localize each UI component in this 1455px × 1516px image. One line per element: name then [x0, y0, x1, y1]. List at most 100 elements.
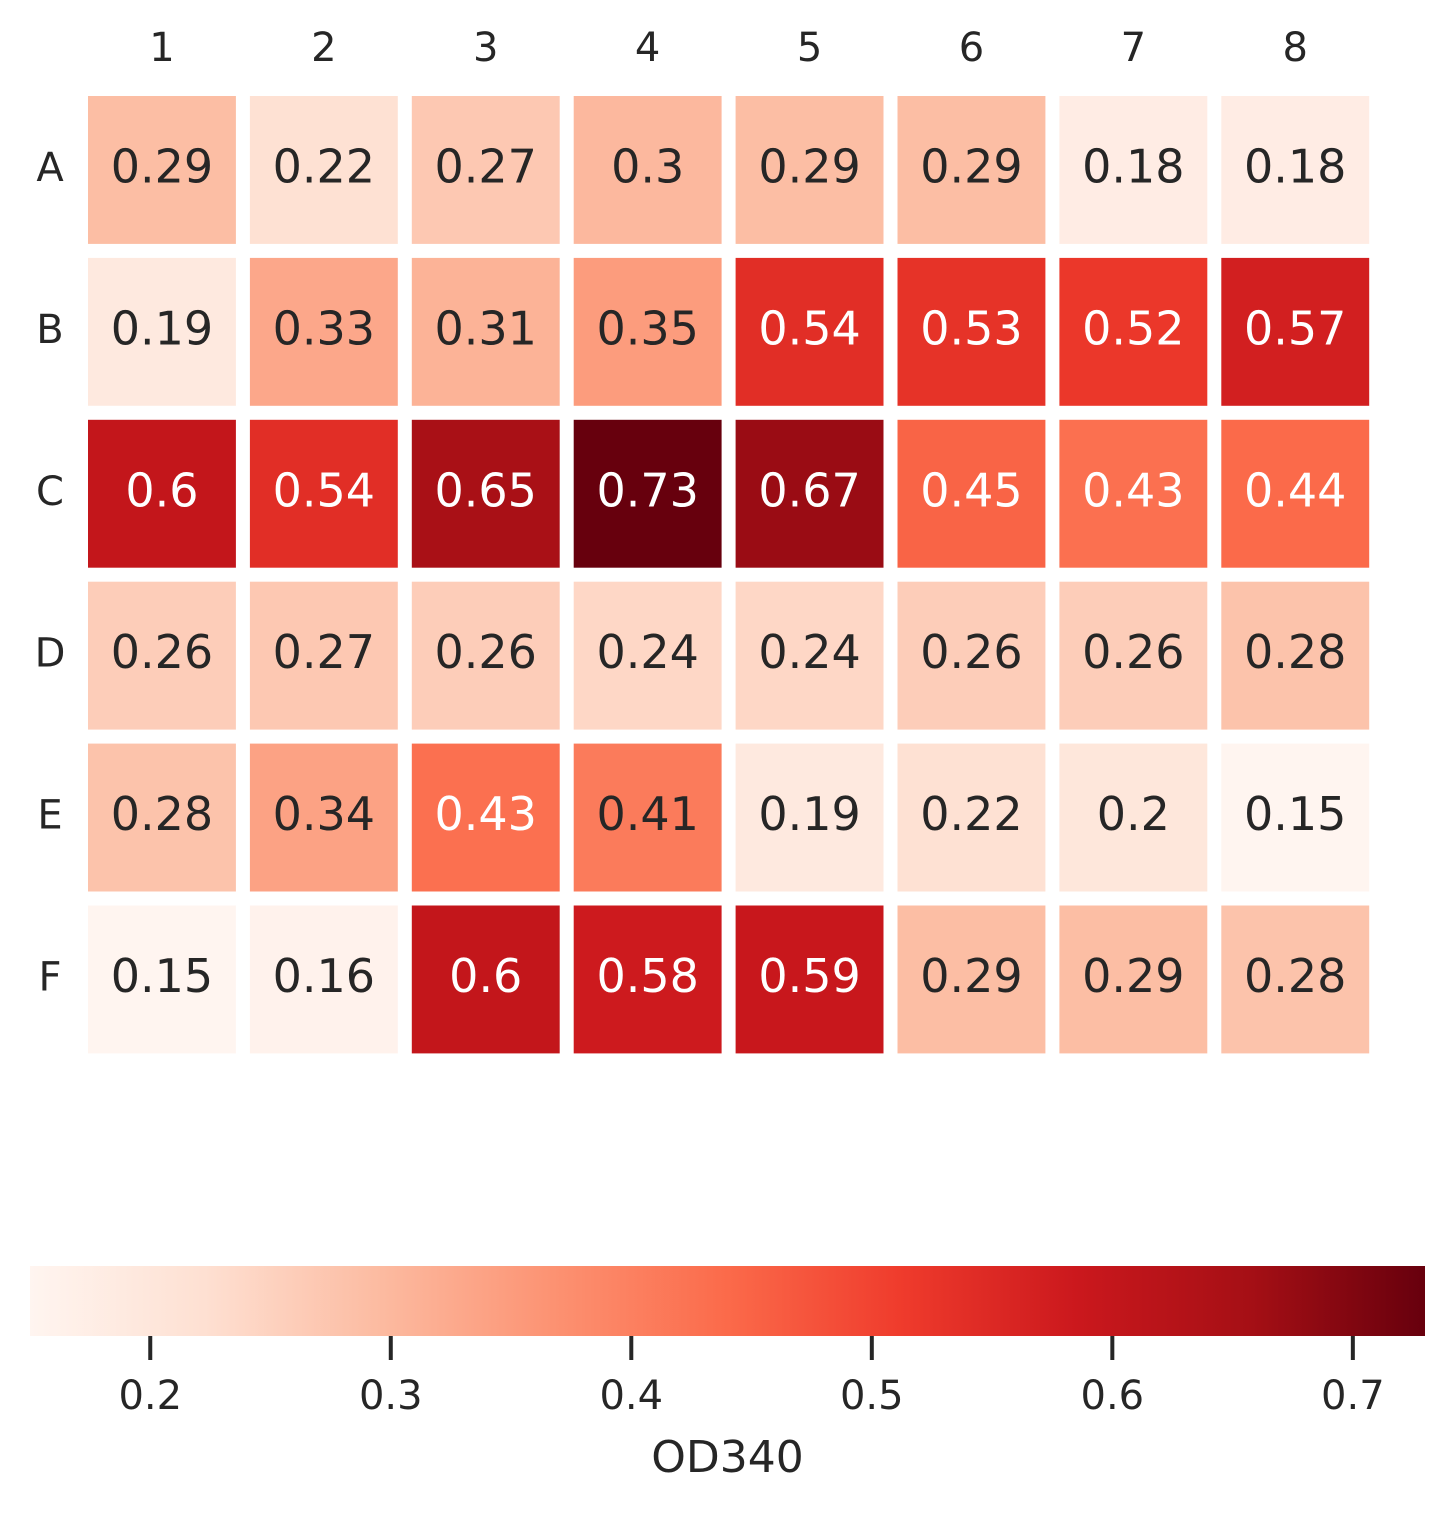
heatmap-cell	[573, 743, 722, 892]
cell-value-label: 0.2	[1097, 787, 1170, 841]
heatmap-cell	[411, 419, 560, 568]
heatmap-cell	[735, 743, 884, 892]
cell-value-label: 0.41	[596, 787, 698, 841]
heatmap-cell	[249, 419, 398, 568]
column-label: 5	[797, 25, 822, 71]
heatmap-cell	[411, 257, 560, 406]
heatmap-cell	[1221, 905, 1370, 1054]
column-label: 2	[311, 25, 336, 71]
heatmap-cell	[88, 743, 236, 892]
cell-value-label: 0.59	[758, 949, 860, 1003]
cell-value-label: 0.73	[596, 463, 698, 517]
heatmap-cell	[1059, 419, 1208, 568]
row-label: C	[36, 469, 64, 515]
heatmap-cell	[249, 905, 398, 1054]
colorbar-ticks: 0.2 0.3 0.4 0.5 0.6 0.7	[118, 1336, 1385, 1419]
cell-value-label: 0.52	[1082, 301, 1184, 355]
heatmap-cell	[1221, 581, 1370, 730]
heatmap-cell	[735, 581, 884, 730]
cell-value-label: 0.15	[1244, 787, 1346, 841]
cell-value-label: 0.65	[435, 463, 537, 517]
heatmap-cell	[411, 743, 560, 892]
cell-value-label: 0.24	[758, 625, 860, 679]
heatmap-cell	[897, 257, 1046, 406]
heatmap-cell	[897, 419, 1046, 568]
cell-value-label: 0.6	[449, 949, 522, 1003]
heatmap-cell	[88, 581, 236, 730]
heatmap-cell	[411, 96, 560, 244]
cell-value-label: 0.29	[758, 139, 860, 193]
heatmap-cell	[573, 96, 722, 244]
heatmap-cell	[735, 257, 884, 406]
colorbar: 0.2 0.3 0.4 0.5 0.6 0.7 OD340	[30, 1266, 1425, 1483]
heatmap-cell	[249, 96, 398, 244]
heatmap-cell	[88, 96, 236, 244]
heatmap-cell	[735, 96, 884, 244]
cell-value-label: 0.28	[1244, 949, 1346, 1003]
colorbar-tick-label: 0.5	[840, 1373, 904, 1419]
cell-value-label: 0.6	[125, 463, 198, 517]
colorbar-tick-label: 0.6	[1081, 1373, 1145, 1419]
cell-value-label: 0.35	[596, 301, 698, 355]
cell-value-label: 0.15	[111, 949, 213, 1003]
row-label: E	[37, 793, 62, 839]
cell-value-label: 0.19	[111, 301, 213, 355]
column-label: 1	[149, 25, 174, 71]
heatmap-cell	[573, 419, 722, 568]
cell-value-label: 0.28	[111, 787, 213, 841]
cell-value-label: 0.26	[920, 625, 1022, 679]
heatmap-cell	[1221, 257, 1370, 406]
cell-value-label: 0.22	[920, 787, 1022, 841]
cell-value-label: 0.28	[1244, 625, 1346, 679]
heatmap-cells: 0.29 0.22 0.27 0.3 0.29 0.29 0.18 0.18 0.19 0.33 0…	[88, 96, 1370, 1054]
heatmap-cell	[249, 257, 398, 406]
column-label: 3	[473, 25, 498, 71]
cell-value-label: 0.29	[920, 139, 1022, 193]
cell-value-label: 0.3	[611, 139, 684, 193]
cell-value-label: 0.33	[273, 301, 375, 355]
row-label: B	[36, 307, 63, 353]
cell-value-label: 0.45	[920, 463, 1022, 517]
heatmap-cell	[897, 743, 1046, 892]
heatmap-cell	[1059, 905, 1208, 1054]
heatmap-cell	[897, 96, 1046, 244]
colorbar-tick-label: 0.2	[118, 1373, 182, 1419]
cell-value-label: 0.19	[758, 787, 860, 841]
column-labels: 1 2 3 4 5 6 7 8	[149, 25, 1308, 71]
heatmap-cell	[573, 905, 722, 1054]
heatmap-cell	[897, 581, 1046, 730]
heatmap-cell	[88, 419, 236, 568]
cell-value-label: 0.43	[1082, 463, 1184, 517]
colorbar-label: OD340	[651, 1432, 804, 1483]
cell-value-label: 0.34	[273, 787, 375, 841]
heatmap-cell	[897, 905, 1046, 1054]
heatmap-cell	[735, 419, 884, 568]
column-label: 6	[959, 25, 984, 71]
cell-value-label: 0.26	[435, 625, 537, 679]
heatmap-cell	[1221, 743, 1370, 892]
heatmap-cell	[249, 743, 398, 892]
heatmap-cell	[249, 581, 398, 730]
cell-value-label: 0.18	[1082, 139, 1184, 193]
row-label: F	[38, 954, 61, 1000]
heatmap-cell	[411, 905, 560, 1054]
cell-value-label: 0.44	[1244, 463, 1346, 517]
cell-value-label: 0.29	[1082, 949, 1184, 1003]
heatmap-cell	[1221, 419, 1370, 568]
colorbar-tick-label: 0.3	[359, 1373, 423, 1419]
colorbar-gradient	[30, 1266, 1425, 1336]
heatmap-cell	[573, 257, 722, 406]
heatmap-cell	[1059, 96, 1208, 244]
heatmap-cell	[88, 905, 236, 1054]
cell-value-label: 0.29	[920, 949, 1022, 1003]
cell-value-label: 0.53	[920, 301, 1022, 355]
heatmap-cell	[411, 581, 560, 730]
cell-value-label: 0.18	[1244, 139, 1346, 193]
cell-value-label: 0.54	[273, 463, 375, 517]
cell-value-label: 0.26	[111, 625, 213, 679]
colorbar-tick-label: 0.7	[1321, 1373, 1385, 1419]
cell-value-label: 0.27	[273, 625, 375, 679]
cell-value-label: 0.58	[596, 949, 698, 1003]
cell-value-label: 0.54	[758, 301, 860, 355]
